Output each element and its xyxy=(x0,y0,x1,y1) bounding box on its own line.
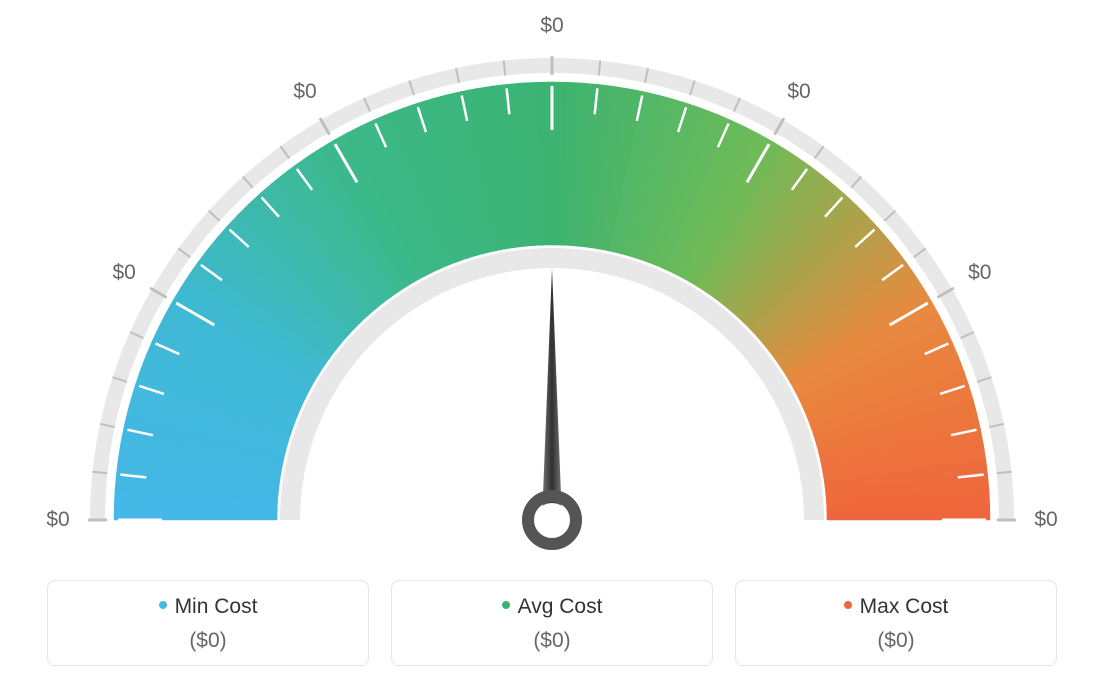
legend-dot-min xyxy=(159,601,167,609)
legend-value-avg: ($0) xyxy=(402,629,702,653)
gauge-tick-label: $0 xyxy=(968,261,991,285)
legend-label-avg: Avg Cost xyxy=(402,595,702,619)
legend-card-max: Max Cost ($0) xyxy=(735,580,1057,666)
gauge-tick-label: $0 xyxy=(540,14,563,38)
legend-value-max: ($0) xyxy=(746,629,1046,653)
legend-label-min: Min Cost xyxy=(58,595,358,619)
gauge-tick-label: $0 xyxy=(787,80,810,104)
legend-label-min-text: Min Cost xyxy=(175,595,258,618)
gauge-tick-label: $0 xyxy=(46,508,69,532)
gauge-cost-chart: $0 $0 $0 $0 $0 $0 $0 Min Cost ($0) Avg Cost ($… xyxy=(0,0,1104,690)
legend-dot-avg xyxy=(502,601,510,609)
legend-label-max-text: Max Cost xyxy=(860,595,949,618)
legend-dot-max xyxy=(844,601,852,609)
gauge-area: $0 $0 $0 $0 $0 $0 $0 xyxy=(0,0,1104,560)
gauge-tick-label: $0 xyxy=(112,261,135,285)
legend-card-min: Min Cost ($0) xyxy=(47,580,369,666)
legend-row: Min Cost ($0) Avg Cost ($0) Max Cost ($0… xyxy=(0,580,1104,666)
legend-label-max: Max Cost xyxy=(746,595,1046,619)
legend-value-min: ($0) xyxy=(58,629,358,653)
gauge-svg xyxy=(0,0,1104,560)
legend-card-avg: Avg Cost ($0) xyxy=(391,580,713,666)
legend-label-avg-text: Avg Cost xyxy=(518,595,603,618)
gauge-tick-label: $0 xyxy=(1034,508,1057,532)
gauge-tick-label: $0 xyxy=(293,80,316,104)
